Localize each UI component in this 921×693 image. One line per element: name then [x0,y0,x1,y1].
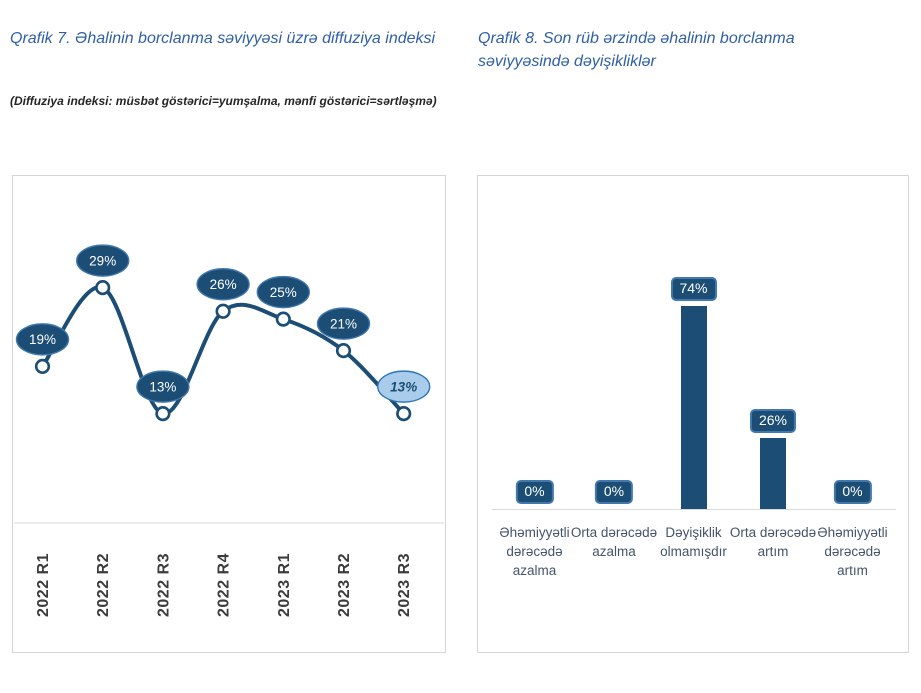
chart7-title: Qrafik 7. Əhalinin borclanma səviyyəsi ü… [10,30,436,47]
data-label-ellipse-2022-R1 [15,323,70,356]
data-label-text: 29% [89,253,116,268]
data-point-marker-2022-R1 [34,358,51,374]
data-label-ellipse-2023-R1 [256,275,310,309]
x-axis-label-2023-R1: 2023 R1 [276,553,293,617]
bar-26% [760,437,786,509]
data-label-text: 13% [149,379,176,394]
data-label-text: 21% [330,316,357,331]
data-point-marker-2022-R3 [155,406,171,422]
data-label-text: 13% [390,379,417,394]
bar-value-label-4: 0% [833,480,872,504]
category-label-1: Orta dərəcədə azalma [570,525,658,559]
category-label-4: Əhəmiyyətli dərəcədə artım [817,525,888,578]
x-axis-label-2022-R4: 2022 R4 [216,553,233,617]
data-label-ellipse-2023-R3 [377,370,431,403]
diffusion-index-line-chart: 19% 29% 13% 26% 25% 21% 13% 2022 R1 2022 R2 2022 … [12,175,446,653]
x-axis-label-2022-R3: 2022 R3 [155,553,172,617]
x-axis-line [492,509,896,510]
data-point-marker-2023-R2 [335,343,352,359]
bar-value-label-3: 26% [749,408,797,433]
line-chart-canvas: 19% 29% 13% 26% 25% 21% 13% 2022 R1 2022 R2 2022 … [14,244,444,617]
x-axis-label-2023-R2: 2023 R2 [336,553,353,617]
data-point-marker-2022-R2 [95,280,111,296]
x-axis-label-2022-R2: 2022 R2 [95,553,112,617]
chart7-subtitle: (Diffuziya indeksi: müsbət göstərici=yum… [10,94,437,108]
category-label-0: Əhəmiyyətli dərəcədə azalma [499,525,570,578]
category-label-3: Orta dərəcədə artım [729,525,817,559]
data-point-marker-2023-R1 [275,311,291,327]
data-label-text: 25% [270,285,297,300]
data-label-text: 26% [210,277,237,292]
borrowing-change-bar-chart: 0% Əhəmiyyətli dərəcədə azalma 0% Orta dərə… [477,175,909,653]
data-label-ellipse-2022-R4 [196,268,250,301]
bar-value-label-0: 0% [515,480,554,504]
data-label-ellipse-2023-R2 [316,307,371,340]
chart8-title: Qrafik 8. Son rüb ərzində əhalinin borcl… [478,30,795,70]
data-point-marker-2022-R4 [215,303,231,319]
x-axis-label-2023-R3: 2023 R3 [396,553,413,617]
data-point-marker-2023-R3 [396,406,412,422]
category-label-2: Dəyişiklik olmamışdır [660,525,727,559]
x-axis-label-2022-R1: 2022 R1 [35,553,52,617]
bar-74% [680,306,707,509]
data-label-ellipse-2022-R2 [75,244,130,277]
data-label-ellipse-2022-R3 [136,370,190,403]
bar-value-label-1: 0% [594,480,634,504]
bar-value-label-2: 74% [670,277,717,302]
data-label-text: 19% [29,332,56,347]
